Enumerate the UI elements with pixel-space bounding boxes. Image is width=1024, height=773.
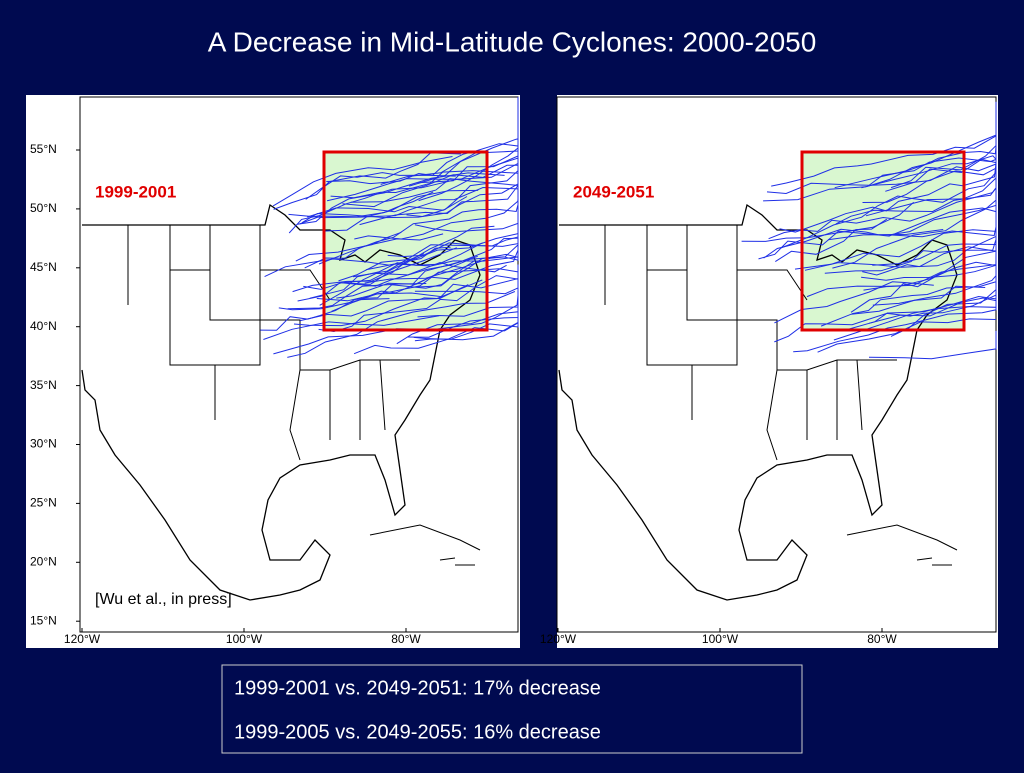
track	[771, 135, 997, 187]
lat-label: 55°N	[30, 142, 57, 156]
study-region-border	[800, 150, 966, 332]
track	[851, 281, 997, 315]
track	[817, 318, 997, 353]
track	[406, 161, 519, 218]
track	[418, 107, 519, 184]
lon-label: 120°W	[64, 632, 101, 646]
map-panel: 1999-2001 [Wu et al., in press] 55°N 50°N…	[26, 95, 520, 648]
track	[338, 242, 484, 282]
track	[288, 186, 519, 219]
track	[414, 318, 519, 342]
track	[342, 164, 519, 208]
lat-label: 40°N	[30, 319, 57, 333]
track	[414, 267, 519, 295]
lat-label: 35°N	[30, 378, 57, 392]
track	[292, 253, 425, 293]
panel-label: 1999-2001	[95, 182, 176, 201]
track	[323, 189, 479, 232]
lon-label: 120°W	[540, 632, 577, 646]
track	[834, 128, 997, 189]
track	[774, 281, 934, 324]
lon-label: 100°W	[226, 632, 263, 646]
track	[872, 268, 997, 306]
summary-line: 1999-2001 vs. 2049-2051: 17% decrease	[234, 677, 601, 699]
summary-box	[221, 664, 803, 754]
track	[260, 298, 390, 331]
lat-label: 25°N	[30, 496, 57, 510]
track	[868, 330, 997, 360]
track	[303, 247, 457, 290]
summary-line: 1999-2005 vs. 2049-2055: 16% decrease	[234, 721, 601, 743]
track	[758, 207, 997, 260]
map-frame	[79, 96, 519, 633]
track	[331, 268, 519, 312]
lon-label: 80°W	[867, 632, 897, 646]
track	[843, 295, 997, 331]
study-region-border	[322, 150, 489, 332]
track	[273, 152, 461, 210]
map-panel: 2049-2051 120°W 100°W 80°W	[540, 95, 998, 648]
track	[336, 241, 519, 299]
track	[780, 171, 997, 249]
track	[793, 296, 997, 353]
track	[318, 275, 519, 333]
track	[359, 185, 519, 226]
cyclone-tracks	[260, 97, 519, 358]
lat-label: 20°N	[30, 554, 57, 568]
track	[263, 315, 440, 340]
track	[872, 225, 997, 266]
slide-title: A Decrease in Mid-Latitude Cyclones: 200…	[208, 26, 817, 57]
track	[287, 283, 427, 310]
lat-label: 50°N	[30, 201, 57, 215]
track	[287, 291, 516, 358]
lon-label: 80°W	[391, 632, 421, 646]
track	[775, 218, 888, 263]
track	[890, 101, 997, 189]
track	[865, 146, 997, 217]
track	[850, 256, 997, 313]
track	[364, 190, 519, 284]
lat-label: 30°N	[30, 437, 57, 451]
lat-label: 15°N	[30, 613, 57, 627]
track	[319, 261, 507, 306]
map-frame	[556, 96, 997, 633]
track	[272, 156, 453, 207]
lon-label: 100°W	[702, 632, 739, 646]
track	[763, 134, 997, 202]
track	[350, 165, 519, 203]
citation: [Wu et al., in press]	[95, 591, 232, 608]
panel-label: 2049-2051	[573, 182, 654, 201]
lat-label: 45°N	[30, 260, 57, 274]
